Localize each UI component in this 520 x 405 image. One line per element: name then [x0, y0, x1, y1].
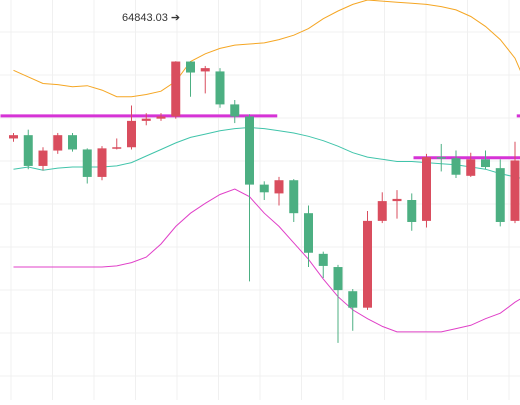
candle-down: [496, 159, 505, 226]
candle-body: [407, 200, 416, 222]
candle-body: [260, 185, 269, 193]
candle-up: [378, 192, 387, 223]
candle-body: [142, 119, 151, 121]
candle-down: [304, 205, 313, 267]
candle-down: [407, 193, 416, 230]
candle-down: [24, 130, 33, 170]
candle-up: [98, 146, 107, 180]
candle-up: [157, 113, 166, 121]
candle-body: [216, 71, 225, 104]
candle-body: [348, 291, 357, 307]
candle-down: [216, 68, 225, 108]
candle-body: [9, 135, 18, 138]
candle-body: [393, 199, 402, 201]
candle-body: [157, 116, 166, 118]
candle-body: [452, 158, 461, 174]
candle-down: [452, 151, 461, 178]
candle-up: [171, 61, 180, 118]
candle-body: [319, 254, 328, 266]
candle-up: [275, 177, 284, 206]
candle-body: [68, 135, 77, 149]
candle-down: [245, 114, 254, 281]
candle-up: [112, 138, 121, 149]
candle-down: [186, 61, 195, 96]
candle-down: [481, 151, 490, 170]
candle-body: [437, 157, 446, 159]
candle-down: [437, 144, 446, 171]
candle-body: [39, 151, 48, 166]
candle-down: [289, 179, 298, 222]
candle-up: [201, 66, 210, 93]
candle-body: [112, 147, 121, 149]
candle-body: [304, 213, 313, 253]
candle-body: [289, 180, 298, 213]
high-price-label: 64843.03 ➔: [122, 12, 180, 24]
bollinger-lower-line: [14, 189, 520, 332]
candle-body: [98, 148, 107, 177]
candle-body: [422, 157, 431, 221]
candle-up: [9, 133, 18, 142]
candle-body: [496, 168, 505, 222]
candle-body: [275, 180, 284, 193]
candle-up: [53, 133, 62, 154]
candle-up: [127, 105, 136, 149]
candle-body: [334, 267, 343, 290]
candle-body: [378, 201, 387, 221]
candle-down: [230, 100, 239, 123]
candle-down: [348, 289, 357, 331]
candle-up: [422, 154, 431, 228]
candle-body: [466, 159, 475, 175]
candle-body: [53, 135, 62, 150]
annotations: 64843.03 ➔: [122, 12, 180, 24]
candle-body: [186, 62, 195, 73]
candle-body: [481, 159, 490, 167]
bollinger-upper-line: [14, 0, 520, 97]
candle-up: [363, 211, 372, 310]
candle-body: [363, 221, 372, 308]
candle-down: [260, 181, 269, 200]
candle-down: [83, 148, 92, 183]
candle-body: [24, 135, 33, 166]
candle-down: [334, 265, 343, 343]
candle-body: [230, 104, 239, 116]
candle-body: [245, 116, 254, 184]
candle-body: [201, 68, 210, 71]
candle-body: [127, 121, 136, 147]
candle-up: [511, 142, 520, 223]
candle-body: [83, 149, 92, 176]
candles: [9, 61, 520, 343]
candle-body: [511, 160, 520, 220]
candle-up: [39, 147, 48, 170]
candle-body: [171, 62, 180, 117]
candle-down: [68, 133, 77, 152]
